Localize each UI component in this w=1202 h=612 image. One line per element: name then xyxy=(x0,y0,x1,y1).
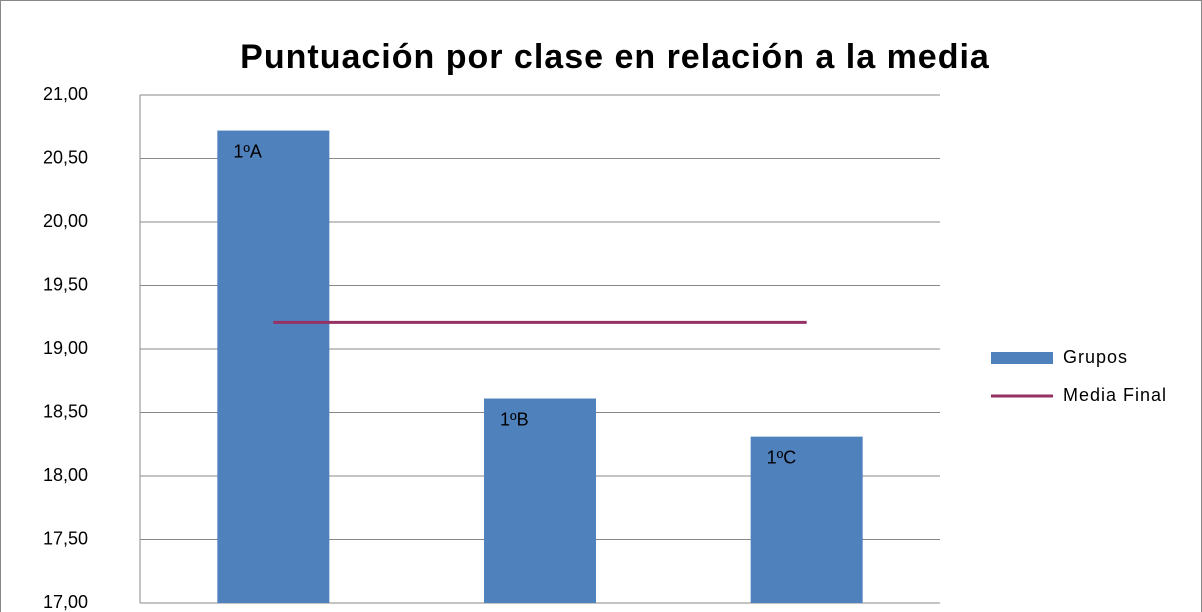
y-tick-label: 21,00 xyxy=(43,84,88,104)
legend-label: Media Final xyxy=(1063,385,1167,405)
bar xyxy=(484,398,596,603)
y-tick-label: 19,50 xyxy=(43,274,88,294)
bar-label: 1ºA xyxy=(233,141,262,161)
y-tick-label: 18,00 xyxy=(43,465,88,485)
bar xyxy=(750,436,863,603)
legend-swatch xyxy=(991,352,1053,364)
y-tick-label: 19,00 xyxy=(43,338,88,358)
y-tick-label: 17,00 xyxy=(43,592,88,612)
bar-label: 1ºC xyxy=(767,447,797,467)
chart-title: Puntuación por clase en relación a la me… xyxy=(240,38,990,76)
bar-label: 1ºB xyxy=(500,409,529,429)
y-tick-label: 17,50 xyxy=(43,528,88,548)
y-tick-label: 18,50 xyxy=(43,401,88,421)
bar xyxy=(217,130,330,603)
legend-label: Grupos xyxy=(1063,347,1128,367)
y-tick-label: 20,50 xyxy=(43,147,88,167)
y-tick-label: 20,00 xyxy=(43,211,88,231)
